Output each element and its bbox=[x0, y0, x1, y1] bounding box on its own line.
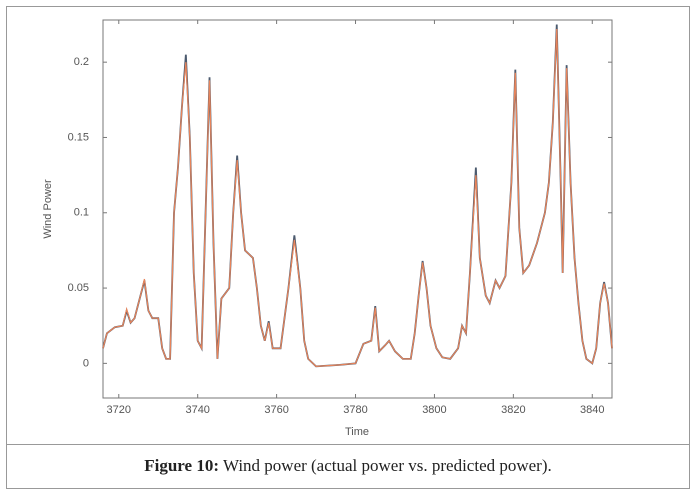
series-line bbox=[102, 29, 613, 367]
x-tick-label: 3800 bbox=[422, 404, 446, 416]
y-tick-label: 0.2 bbox=[74, 56, 89, 68]
x-tick-label: 3780 bbox=[343, 404, 367, 416]
caption-label: Figure 10: bbox=[144, 456, 219, 475]
y-axis-label: Wind Power bbox=[42, 179, 54, 239]
caption-text: Wind power (actual power vs. predicted p… bbox=[223, 456, 552, 475]
caption: Figure 10: Wind power (actual power vs. … bbox=[144, 456, 552, 475]
x-tick-label: 3720 bbox=[107, 404, 131, 416]
x-tick-label: 3820 bbox=[501, 404, 525, 416]
x-axis-label: Time bbox=[345, 426, 369, 438]
y-tick-label: 0.1 bbox=[74, 207, 89, 219]
y-tick-label: 0 bbox=[83, 357, 89, 369]
y-tick-label: 0.15 bbox=[68, 131, 89, 143]
y-tick-label: 0.05 bbox=[68, 282, 89, 294]
x-tick-label: 3840 bbox=[580, 404, 604, 416]
plot-area bbox=[102, 19, 613, 399]
x-tick-label: 3740 bbox=[185, 404, 209, 416]
frame bbox=[6, 6, 690, 489]
x-tick-label: 3760 bbox=[264, 404, 288, 416]
